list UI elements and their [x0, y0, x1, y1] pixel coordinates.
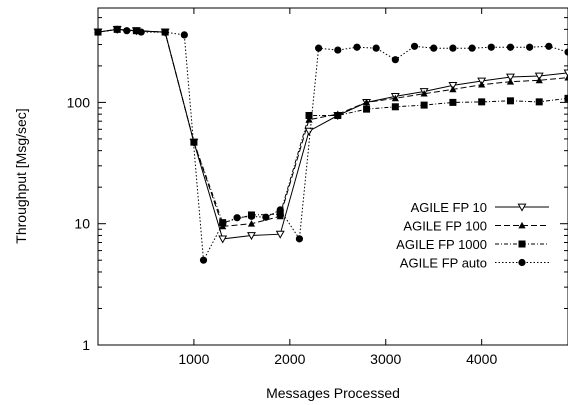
series-line-fp1000	[97, 28, 568, 224]
chart-marks	[93, 25, 568, 264]
data-point-fp10	[505, 73, 515, 82]
data-point-fpauto	[334, 46, 342, 54]
legend-marker-fp100	[518, 221, 526, 229]
data-point-fp100	[478, 81, 486, 88]
data-point-fpauto	[262, 213, 270, 221]
y-tick-label: 10	[74, 216, 90, 232]
data-point-fp10	[218, 235, 228, 244]
data-point-fpauto	[487, 43, 495, 51]
data-point-fp10	[304, 127, 314, 136]
x-axis-title: Messages Processed	[266, 385, 400, 401]
data-point-fp1000	[305, 111, 313, 119]
data-point-fp1000	[535, 98, 543, 106]
x-tick-label: 3000	[370, 351, 401, 367]
data-point-fpauto	[137, 28, 145, 36]
data-point-fp100	[420, 90, 428, 97]
data-point-fpauto	[180, 31, 188, 39]
data-point-fpauto	[276, 206, 284, 214]
data-point-fp10	[534, 72, 544, 81]
data-point-fpauto	[449, 44, 457, 52]
plot-frame	[97, 7, 568, 346]
y-tick-label: 1	[82, 337, 90, 353]
legend-marker-fp1000	[518, 240, 526, 248]
y-axis-title: Throughput [Msg/sec]	[13, 108, 29, 243]
data-point-fp10	[275, 230, 285, 239]
data-point-fpauto	[94, 28, 102, 36]
data-point-fp100	[564, 74, 568, 81]
data-point-fp1000	[391, 103, 399, 111]
data-point-fpauto	[113, 25, 121, 33]
data-point-fpauto	[315, 44, 323, 52]
data-point-fp1000	[132, 27, 140, 35]
axis-ticks: 1000 2000 3000 4000 1 10 100	[67, 7, 568, 367]
data-point-fp1000	[449, 98, 457, 106]
data-point-fp100	[535, 76, 543, 84]
x-tick-label: 1000	[178, 351, 209, 367]
data-point-fp1000	[276, 210, 284, 218]
legend-label-fp10: AGILE FP 10	[411, 200, 487, 215]
legend-marker-fp10	[517, 203, 527, 212]
data-point-fp100	[391, 94, 399, 102]
legend: AGILE FP 10 AGILE FP 100 AGILE FP 1000 AGIL…	[396, 200, 549, 271]
data-point-fpauto	[372, 44, 380, 52]
y-tick-label: 100	[67, 94, 91, 110]
data-point-fpauto	[468, 44, 476, 52]
data-point-fpauto	[161, 28, 169, 36]
data-point-fpauto	[233, 214, 241, 222]
data-point-fp10	[247, 232, 256, 241]
legend-label-fp1000: AGILE FP 1000	[396, 237, 487, 252]
data-point-fpauto	[295, 235, 304, 243]
data-point-fpauto	[545, 42, 553, 50]
data-point-fpauto	[506, 43, 515, 51]
data-point-fp1000	[506, 97, 514, 105]
data-point-fp1000	[334, 111, 342, 119]
data-point-fpauto	[353, 43, 361, 51]
data-point-fpauto	[123, 27, 131, 35]
data-point-fp1000	[190, 138, 198, 146]
data-point-fp1000	[363, 105, 371, 113]
data-point-fpauto	[247, 212, 256, 220]
data-point-fpauto	[564, 48, 568, 56]
data-point-fp100	[247, 220, 256, 227]
data-point-fpauto	[391, 56, 399, 64]
data-point-fp10	[448, 82, 458, 91]
data-point-fp100	[449, 85, 457, 93]
data-point-fp100	[362, 98, 371, 106]
legend-label-fpauto: AGILE FP auto	[400, 256, 487, 271]
data-point-fpauto	[219, 220, 227, 228]
data-point-fpauto	[526, 43, 534, 51]
data-point-fp1000	[478, 98, 486, 106]
data-point-fpauto	[199, 256, 208, 264]
data-point-fp10	[563, 69, 568, 78]
legend-label-fp100: AGILE FP 100	[403, 219, 487, 234]
data-point-fp1000	[420, 101, 428, 109]
data-point-fpauto	[430, 44, 438, 52]
x-tick-label: 2000	[274, 351, 305, 367]
legend-marker-fpauto	[518, 258, 526, 267]
data-point-fp100	[506, 78, 515, 85]
series-line-fp10	[97, 28, 568, 240]
data-point-fpauto	[410, 42, 419, 50]
series-line-fp100	[97, 28, 568, 227]
x-tick-label: 4000	[466, 351, 497, 367]
data-point-fp1000	[564, 94, 568, 102]
